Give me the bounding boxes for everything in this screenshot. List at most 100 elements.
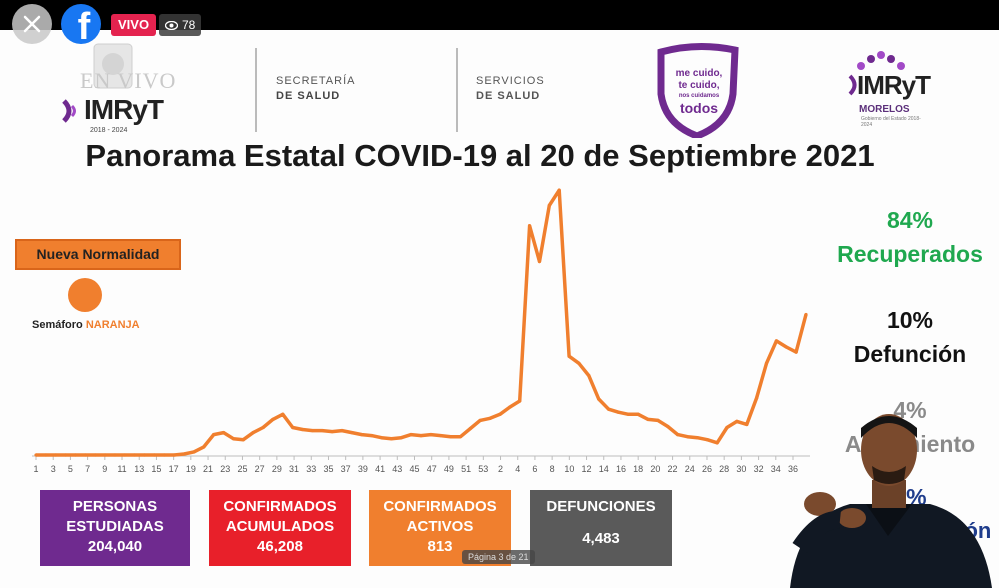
data-point [616,410,621,414]
stat-label: Recuperados [837,241,983,267]
data-point [557,188,561,192]
x-tick-label: 7 [85,464,90,474]
data-point [231,437,236,441]
data-point [745,422,749,427]
box-value: 204,040 [87,538,143,555]
x-tick-label: 47 [427,464,437,474]
x-tick-label: 14 [599,464,609,474]
imryt-crown-icon [857,51,905,70]
box-confirmados-acumulados: CONFIRMADOS ACUMULADOS 46,208 [209,490,351,566]
x-tick-label: 4 [515,464,520,474]
data-point [518,399,522,403]
data-point [202,445,206,449]
data-point [695,436,700,440]
data-point [182,452,186,456]
facebook-icon[interactable]: f [61,4,101,44]
x-tick-label: 45 [409,464,419,474]
data-point [498,412,502,416]
x-tick-label: 49 [444,464,454,474]
data-point [419,434,423,438]
box-value: 813 [427,538,453,555]
x-tick-label: 28 [719,464,729,474]
live-badge: VIVO [111,14,157,36]
x-tick-label: 2 [498,464,503,474]
shield-icon [657,42,739,138]
box-label: DEFUNCIONES [546,498,656,515]
data-point [320,428,324,433]
data-point [73,453,78,457]
close-icon [23,15,41,33]
x-tick-label: 6 [532,464,537,474]
series-line [36,188,808,457]
en-vivo-watermark: EN VIVO [80,68,177,93]
data-point [705,438,709,442]
data-point [271,417,275,421]
secretaria-de-salud-logo: SECRETARÍA DE SALUD [276,75,356,102]
x-tick-label: 24 [685,464,695,474]
data-point [389,437,393,441]
data-point [281,412,285,416]
box-value: 4,483 [582,530,620,547]
data-point [83,453,87,457]
data-point [735,419,739,423]
slide-title: Panorama Estatal COVID-19 al 20 de Septi… [85,138,875,173]
x-tick-label: 26 [702,464,712,474]
imryt-logo-text: IMRyT [84,94,164,125]
data-point [221,430,226,435]
x-tick-label: 39 [358,464,368,474]
data-point [93,453,97,457]
divider [255,48,257,132]
stat-defuncion: 10% Defunción [830,303,990,371]
stat-value: 10% [886,307,934,333]
data-point [64,453,68,457]
box-defunciones: DEFUNCIONES 4,483 [530,490,672,566]
campaign-shield-logo: me cuido, te cuido, nos cuidamos todos [655,42,739,138]
x-tick-label: 15 [151,464,161,474]
page-indicator: Página 3 de 21 [462,550,535,564]
data-point [577,361,581,365]
data-point [527,224,532,228]
x-tick-label: 25 [237,464,247,474]
x-tick-label: 19 [186,464,196,474]
eye-icon [165,20,178,30]
data-point [774,339,778,343]
data-point [142,453,147,457]
x-tick-label: 23 [220,464,230,474]
x-tick-label: 29 [272,464,282,474]
x-tick-label: 16 [616,464,626,474]
semaforo-label: Semáforo NARANJA [32,319,140,331]
x-tick-label: 12 [582,464,592,474]
box-label: CONFIRMADOS ACUMULADOS [223,498,337,535]
x-tick-label: 5 [68,464,73,474]
data-point [439,434,443,438]
data-point [478,418,482,422]
data-point [685,435,690,439]
covid-cases-line-chart: 1 3 5 7 9 11 13 15 17 19 21 23 25 27 29 31 33 35 37 39 41 43 4… [32,188,810,474]
x-tick-label: 27 [255,464,265,474]
x-tick-label: 8 [550,464,555,474]
x-tick-label: 22 [668,464,678,474]
x-tick-label: 32 [754,464,764,474]
coat-of-arms-icon [93,43,133,89]
close-button[interactable] [12,4,52,44]
data-point [547,203,551,208]
data-point [636,412,640,416]
sign-language-interpreter [790,414,992,588]
x-tick-label: 37 [341,464,351,474]
data-point [54,453,58,457]
imryt-mark-icon [62,99,76,123]
data-point [764,361,769,365]
data-point [409,433,413,437]
data-point [567,354,571,358]
x-tick-label: 20 [650,464,660,474]
data-point [162,453,166,457]
x-tick-label: 13 [134,464,144,474]
data-point [488,416,492,420]
x-tick-label: 1 [33,464,38,474]
data-point [350,430,354,435]
data-point [794,350,798,354]
x-tick-label: 18 [633,464,643,474]
x-tick-label: 53 [478,464,488,474]
data-point [537,259,542,264]
x-tick-label: 51 [461,464,471,474]
